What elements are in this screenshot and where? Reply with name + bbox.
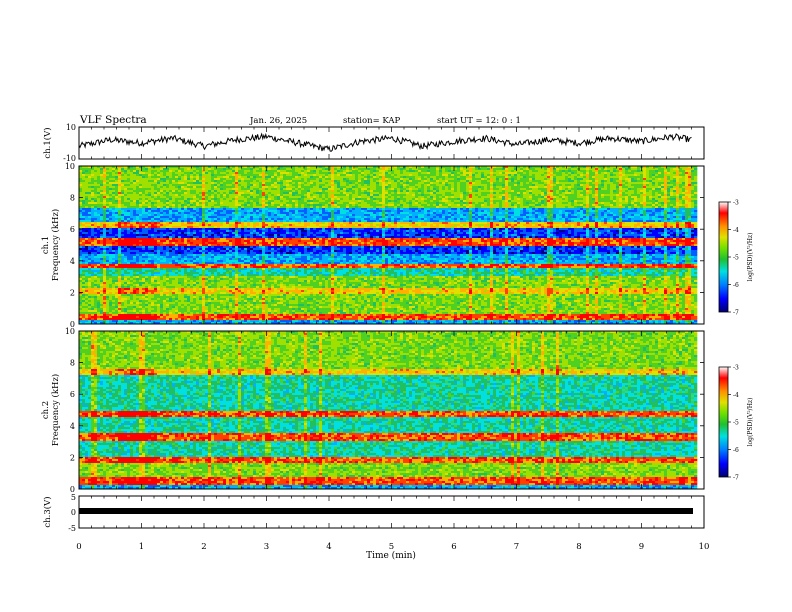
colorbar-tick: -4	[733, 392, 739, 399]
colorbar-tick: -7	[733, 475, 739, 482]
spec1-ytick: 10	[65, 162, 75, 171]
spec2-ytick: 2	[70, 453, 75, 462]
ch2-colorbar-scale	[719, 367, 728, 477]
colorbar-tick: -5	[733, 255, 739, 262]
spec1-ytick: 2	[70, 288, 75, 297]
ch3-ytick-bottom: -5	[68, 524, 76, 533]
colorbar-tick: -6	[733, 447, 739, 454]
ch3-ytick-top: 5	[71, 493, 76, 502]
time-axis-tick: 7	[514, 542, 519, 552]
time-axis-tick: 9	[639, 542, 644, 552]
ch3-voltage-trace	[79, 508, 693, 514]
spec2-ytick: 6	[70, 390, 75, 399]
spec1-ytick: 4	[70, 257, 75, 266]
ch1-channel-label: ch.1	[41, 236, 51, 254]
spec1-ytick: 6	[70, 225, 75, 234]
ch1-colorbar-scale	[719, 202, 728, 312]
ch2-spectrogram-image	[79, 331, 704, 489]
ch1-voltage-ylabel: ch.1(V)	[42, 127, 53, 158]
ch1-ytick-top: 10	[66, 123, 76, 132]
time-axis-tick: 10	[699, 542, 710, 552]
date-label: Jan. 26, 2025	[249, 116, 307, 126]
spec2-ytick: 8	[70, 359, 75, 368]
figure-canvas: VLF Spectra Jan. 26, 2025 station= KAP s…	[0, 0, 792, 612]
colorbar-tick: -3	[733, 200, 739, 207]
time-axis-label: Time (min)	[366, 550, 416, 561]
ch2-channel-label: ch.2	[41, 401, 51, 419]
time-axis-tick: 6	[451, 542, 456, 552]
colorbar-tick: -5	[733, 420, 739, 427]
station-label: station= KAP	[343, 116, 401, 126]
time-axis-tick: 0	[76, 542, 81, 552]
time-axis-tick: 1	[139, 542, 144, 552]
ch1-colorbar: -3 -4 -5 -6 -7 log(PSD)(V²/Hz)	[719, 200, 754, 317]
ch3-ytick-middle: 0	[71, 508, 76, 517]
ch2-colorbar-label: log(PSD)(V²/Hz)	[747, 398, 754, 447]
time-axis-tick: 4	[326, 542, 331, 552]
colorbar-tick: -4	[733, 227, 739, 234]
ch3-voltage-ylabel: ch.3(V)	[42, 496, 53, 527]
ch2-frequency-ylabel: Frequency (kHz)	[50, 374, 61, 446]
ch2-colorbar: -3 -4 -5 -6 -7 log(PSD)(V²/Hz)	[719, 365, 754, 482]
start-time-label: start UT = 12: 0 : 1	[437, 116, 521, 126]
spec2-ytick: 4	[70, 422, 75, 431]
ch1-frequency-ylabel: Frequency (kHz)	[50, 209, 61, 281]
figure-title: VLF Spectra	[79, 114, 147, 126]
spec1-ytick: 8	[70, 194, 75, 203]
ch1-spectrogram-image	[79, 166, 704, 324]
time-axis-tick: 3	[264, 542, 269, 552]
time-axis-tick: 2	[201, 542, 206, 552]
time-axis-tick: 8	[576, 542, 581, 552]
vlf-spectra-figure: VLF Spectra Jan. 26, 2025 station= KAP s…	[0, 0, 792, 612]
colorbar-tick: -6	[733, 282, 739, 289]
ch1-colorbar-label: log(PSD)(V²/Hz)	[747, 233, 754, 282]
spec2-ytick: 10	[65, 327, 75, 336]
colorbar-tick: -7	[733, 310, 739, 317]
colorbar-tick: -3	[733, 365, 739, 372]
